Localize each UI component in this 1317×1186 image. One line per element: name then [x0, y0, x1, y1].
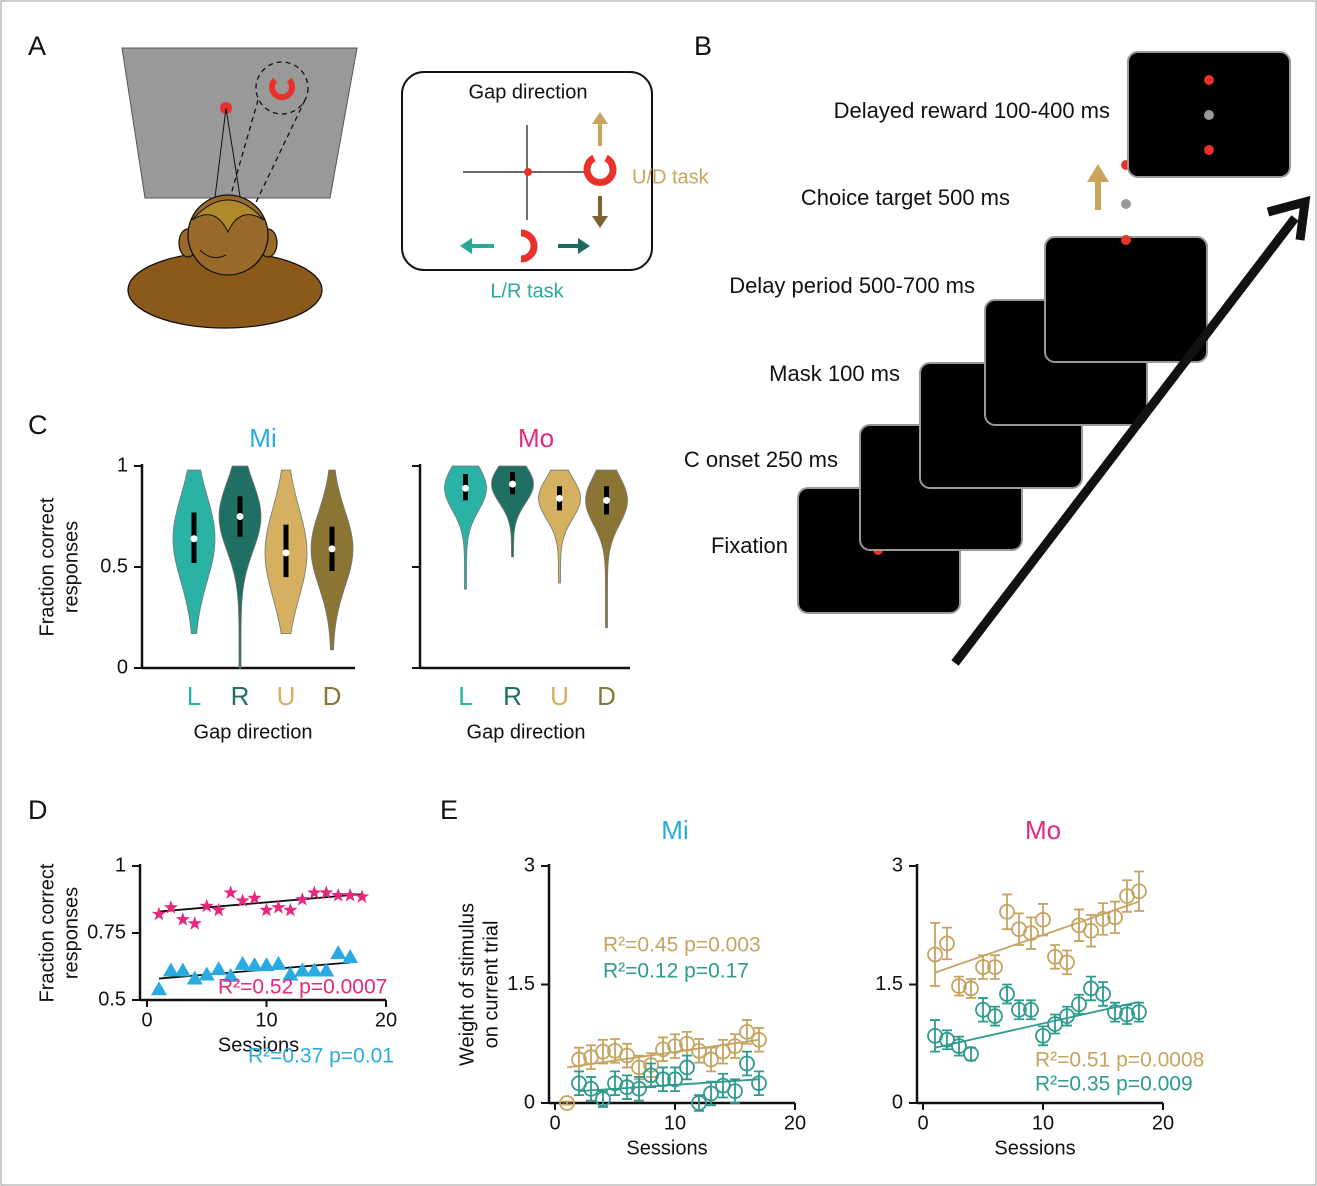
- panel-label: D: [28, 795, 48, 825]
- y-axis-label: Fraction correct: [36, 863, 58, 1002]
- x-tick-label: D: [597, 681, 616, 711]
- y-tick-label: 3: [524, 854, 535, 876]
- y-tick-label: 0.5: [100, 555, 128, 577]
- y-axis-label: on current trial: [480, 921, 502, 1049]
- median-dot: [191, 535, 198, 542]
- y-tick-label: 0: [892, 1091, 903, 1113]
- x-tick-label: D: [323, 681, 342, 711]
- y-axis-label: Fraction correct: [36, 497, 58, 636]
- x-tick-label: 0: [549, 1112, 560, 1134]
- x-tick-label: R: [231, 681, 250, 711]
- x-axis-label: Sessions: [626, 1137, 707, 1159]
- panel-label: B: [694, 31, 712, 61]
- x-tick-label: U: [550, 681, 569, 711]
- step-label: Delayed reward 100-400 ms: [834, 98, 1110, 123]
- step-label: Choice target 500 ms: [801, 185, 1010, 210]
- step-label: Mask 100 ms: [769, 361, 900, 386]
- y-axis-label: Weight of stimulus: [456, 903, 478, 1066]
- median-dot: [237, 513, 244, 520]
- step-label: C onset 250 ms: [684, 447, 838, 472]
- step-label: Fixation: [711, 533, 788, 558]
- x-tick-label: L: [187, 681, 201, 711]
- panel-label: C: [28, 410, 48, 440]
- x-tick-label: 20: [375, 1009, 397, 1031]
- x-axis-label: Sessions: [994, 1137, 1075, 1159]
- x-tick-label: U: [277, 681, 296, 711]
- x-tick-label: 0: [141, 1009, 152, 1031]
- x-tick-label: 0: [917, 1112, 928, 1134]
- diagram-text: Gap direction: [469, 81, 588, 103]
- y-tick-label: 1: [117, 454, 128, 476]
- y-axis-label: responses: [60, 887, 82, 979]
- x-tick-label: 10: [664, 1112, 686, 1134]
- annotation: R²=0.45 p=0.003: [603, 934, 761, 957]
- x-tick-label: 10: [1032, 1112, 1054, 1134]
- annotation: R²=0.37 p=0.01: [248, 1045, 394, 1068]
- annotation: R²=0.52 p=0.0007: [218, 976, 387, 999]
- chart-title: Mo: [1025, 815, 1061, 845]
- annotation: R²=0.51 p=0.0008: [1035, 1049, 1204, 1072]
- y-tick-label: 3: [892, 854, 903, 876]
- median-dot: [329, 545, 336, 552]
- x-tick-label: 10: [255, 1009, 277, 1031]
- y-tick-label: 1: [115, 854, 126, 876]
- x-tick-label: 20: [1152, 1112, 1174, 1134]
- x-tick-label: 20: [784, 1112, 806, 1134]
- chart-title: Mi: [661, 815, 688, 845]
- annotation: R²=0.35 p=0.009: [1035, 1073, 1193, 1096]
- x-axis-label: Gap direction: [467, 721, 586, 743]
- panel-label: A: [28, 31, 46, 61]
- median-dot: [462, 485, 469, 492]
- figure: A B C D E Gap direction U/D tas: [0, 0, 1317, 1186]
- y-tick-label: 1.5: [875, 973, 903, 995]
- chart-title: Mo: [518, 423, 554, 453]
- y-tick-label: 0.75: [87, 921, 126, 943]
- median-dot: [283, 549, 290, 556]
- y-tick-label: 1.5: [507, 973, 535, 995]
- y-axis-label: responses: [60, 521, 82, 613]
- diagram-text: L/R task: [490, 280, 564, 302]
- x-axis-label: Gap direction: [194, 721, 313, 743]
- median-dot: [556, 495, 563, 502]
- panel-label: E: [440, 795, 458, 825]
- median-dot: [509, 481, 516, 488]
- chart-title: Mi: [249, 423, 276, 453]
- y-tick-label: 0: [117, 656, 128, 678]
- annotation: R²=0.12 p=0.17: [603, 960, 749, 983]
- y-tick-label: 0: [524, 1091, 535, 1113]
- median-dot: [603, 497, 610, 504]
- step-label: Delay period 500-700 ms: [729, 273, 975, 298]
- y-tick-label: 0.5: [98, 988, 126, 1010]
- x-tick-label: L: [458, 681, 472, 711]
- x-tick-label: R: [503, 681, 522, 711]
- diagram-text: U/D task: [632, 166, 710, 188]
- monkey-setup: [122, 48, 357, 328]
